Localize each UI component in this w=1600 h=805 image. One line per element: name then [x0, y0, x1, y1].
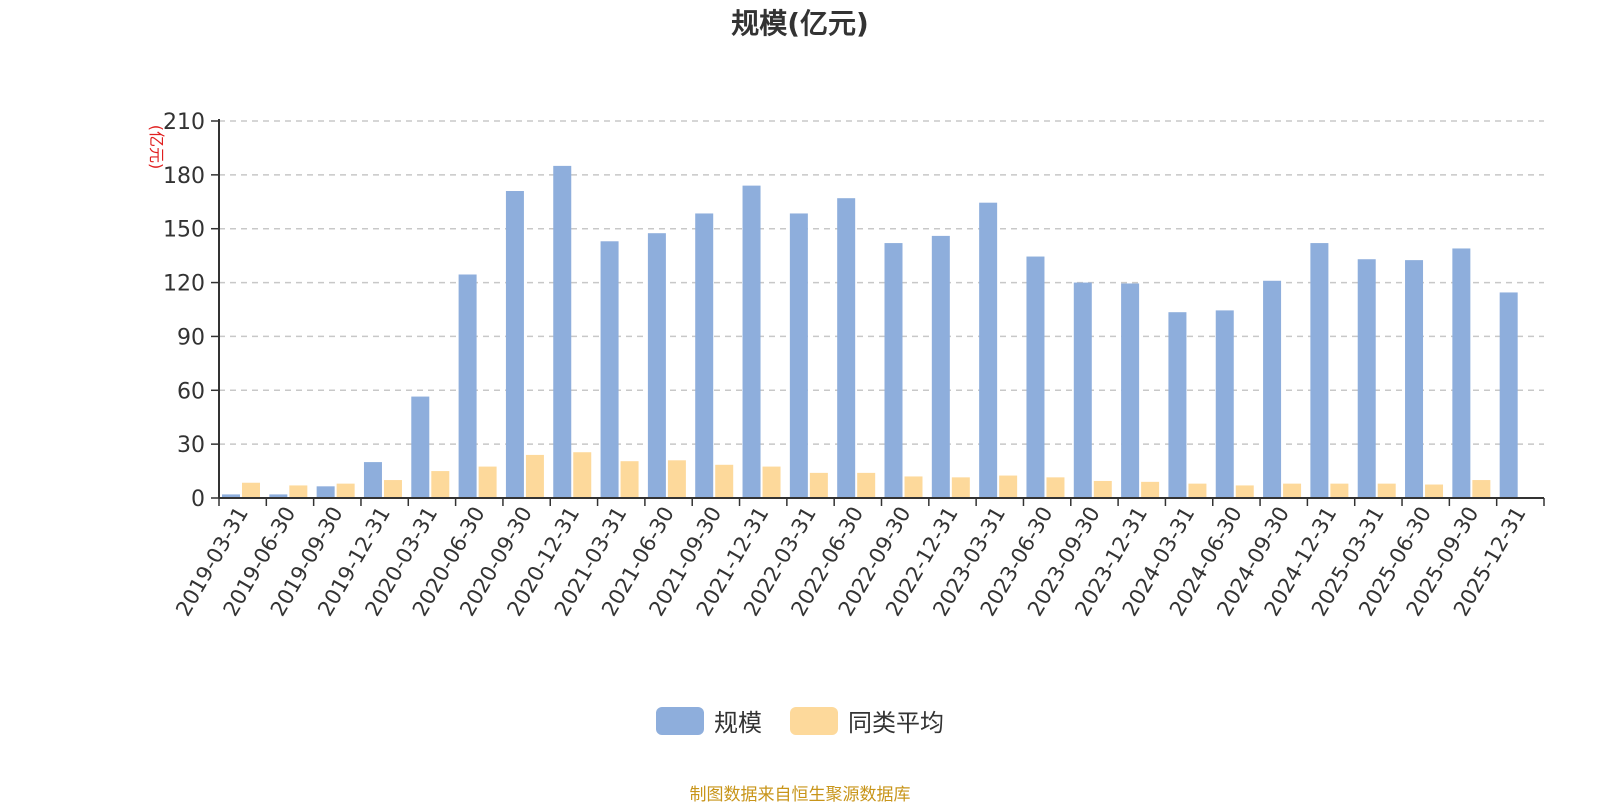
bar-scale [884, 243, 903, 498]
bar-scale [695, 213, 714, 498]
bar-scale [931, 235, 950, 498]
bar-peer-average [1330, 483, 1349, 498]
bar-scale [505, 191, 524, 498]
bar-scale [1499, 292, 1518, 498]
bar-scale [1310, 243, 1329, 498]
bar-chart: 0306090120150180210(亿元)2019-03-312019-06… [147, 110, 1545, 620]
legend-label-peer-average: 同类平均 [848, 709, 944, 737]
bar-peer-average [999, 475, 1018, 498]
bar-scale [269, 494, 288, 498]
y-tick-label: 60 [177, 379, 205, 404]
bar-peer-average [1377, 483, 1396, 498]
legend-swatch-peer-average [790, 706, 838, 735]
bar-peer-average [1093, 480, 1112, 498]
legend: 规模 同类平均 [0, 703, 1600, 738]
legend-swatch-scale [656, 706, 704, 735]
source-note: 制图数据来自恒生聚源数据库 [689, 785, 911, 805]
y-tick-label: 180 [163, 164, 205, 189]
bar-scale [222, 494, 240, 498]
bar-scale [1026, 256, 1045, 498]
y-tick-label: 150 [163, 218, 205, 243]
bar-peer-average [1235, 485, 1254, 498]
bar-peer-average [715, 464, 734, 498]
bar-peer-average [1046, 477, 1065, 498]
bar-scale [837, 198, 856, 498]
bar-scale [647, 233, 666, 498]
legend-label-scale: 规模 [714, 709, 762, 737]
legend-item-peer-average[interactable]: 同类平均 [790, 703, 944, 738]
bar-peer-average [620, 461, 639, 498]
y-tick-label: 210 [163, 110, 205, 135]
bar-peer-average [951, 477, 970, 498]
bar-peer-average [525, 454, 544, 498]
bar-peer-average [904, 476, 923, 498]
y-tick-label: 30 [177, 433, 205, 458]
y-axis-label: (亿元) [147, 125, 166, 170]
bar-scale [789, 213, 808, 498]
bar-peer-average [667, 460, 686, 498]
bar-peer-average [478, 466, 497, 498]
y-tick-label: 120 [163, 272, 205, 297]
bar-peer-average [809, 472, 828, 498]
y-tick-label: 0 [191, 487, 205, 512]
bar-scale [1121, 283, 1140, 498]
bar-scale [1452, 248, 1471, 498]
bar-scale [1405, 260, 1424, 498]
bar-peer-average [857, 472, 876, 498]
bar-scale [553, 165, 572, 498]
chart-title: 规模(亿元) [731, 7, 869, 40]
bar-peer-average [573, 452, 592, 498]
bar-scale [1263, 280, 1282, 498]
y-tick-label: 90 [177, 325, 205, 350]
bar-peer-average [289, 485, 308, 498]
bar-peer-average [336, 483, 355, 498]
bar-peer-average [383, 480, 402, 498]
bar-scale [600, 241, 619, 498]
bar-peer-average [242, 482, 260, 498]
bar-peer-average [762, 466, 781, 498]
bar-scale [1073, 282, 1092, 498]
bar-scale [979, 202, 998, 498]
bar-peer-average [1188, 483, 1207, 498]
bar-peer-average [1425, 484, 1444, 498]
bar-peer-average [1141, 481, 1160, 498]
bar-scale [363, 462, 382, 498]
bar-scale [458, 274, 477, 498]
bar-scale [411, 396, 430, 498]
bar-scale [1168, 312, 1187, 498]
bar-scale [316, 486, 335, 498]
bar-peer-average [431, 471, 450, 498]
bar-peer-average [1472, 480, 1491, 498]
bar-scale [1215, 310, 1234, 498]
legend-item-scale[interactable]: 规模 [656, 703, 762, 738]
bar-scale [742, 185, 761, 498]
bar-scale [1357, 259, 1376, 498]
bar-peer-average [1283, 483, 1302, 498]
